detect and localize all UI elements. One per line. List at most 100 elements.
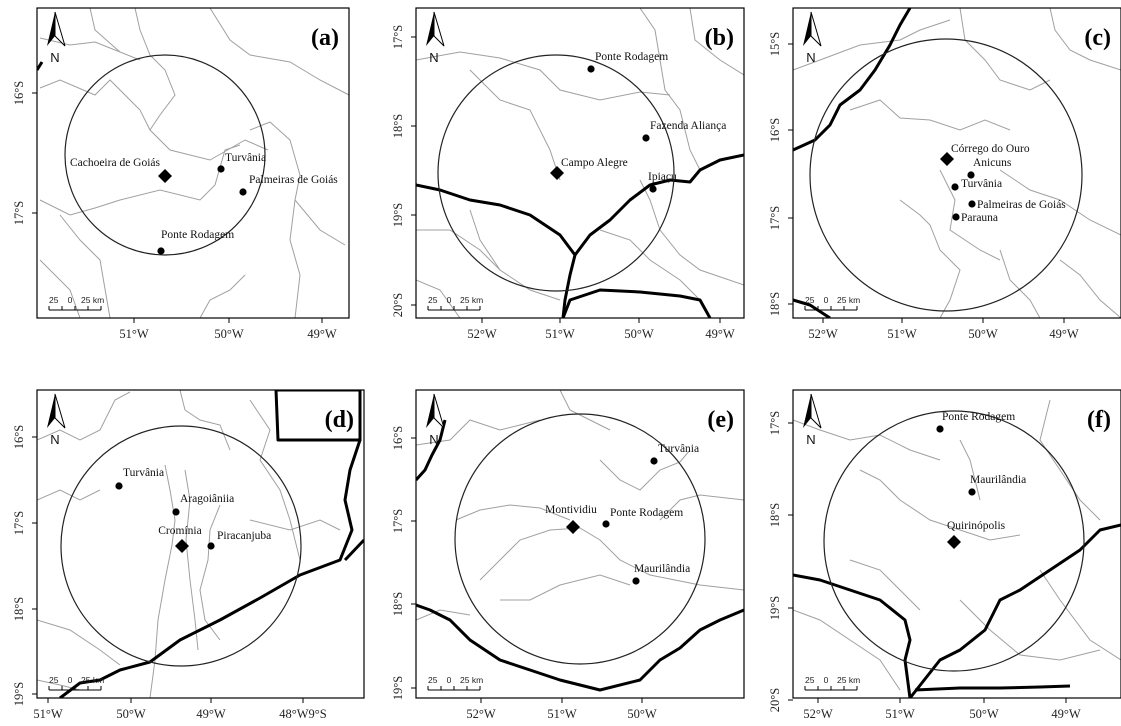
town-dot-marker (650, 457, 658, 465)
y-tick-label: 20°S (768, 688, 782, 712)
town-dot-marker (602, 520, 610, 528)
town-dot-marker (172, 508, 180, 516)
town-dot-marker (952, 213, 960, 221)
map-linework (793, 399, 1121, 698)
place-label: Piracanjuba (217, 530, 271, 542)
place-label: Ponte Rodagem (595, 51, 668, 63)
municipal-boundary (689, 8, 744, 76)
map-panel-c: 52°W 51°W 50°W 49°W 15°S 16°S 17°S 18°S N (c) 25 0 2… (768, 7, 1121, 341)
y-tick-label: 17°S (12, 201, 26, 225)
north-arrow-icon (426, 394, 434, 428)
town-dot-marker (968, 488, 976, 496)
panel-label: (b) (705, 25, 734, 51)
map-linework (416, 8, 744, 318)
radius-circle (60, 425, 302, 667)
x-tick-label: 52°W (803, 707, 832, 721)
municipal-boundary (639, 179, 744, 286)
municipal-boundary (793, 19, 951, 71)
scale-label: 25 km (837, 675, 860, 685)
municipal-boundary (559, 390, 611, 431)
panel-label: (a) (311, 25, 339, 51)
town-dot-marker (217, 165, 225, 173)
state-border (793, 573, 912, 698)
place-label: Fazenda Aliança (650, 120, 726, 132)
municipal-boundary (999, 169, 1121, 236)
municipal-boundary (39, 37, 141, 61)
x-tick-label: 50°W (116, 707, 145, 721)
municipal-boundary (249, 519, 341, 531)
state-border (416, 603, 744, 692)
municipal-boundary (37, 619, 121, 666)
x-tick-label: 48°W9°S (279, 707, 327, 721)
radius-circle (64, 54, 266, 256)
place-label: Quirinópolis (947, 520, 1006, 532)
town-dot-marker (239, 188, 247, 196)
y-tick-label: 20°S (391, 293, 405, 317)
municipal-boundary (849, 99, 1011, 131)
y-tick-label: 16°S (391, 426, 405, 450)
state-border (573, 153, 744, 256)
town-dot-marker (157, 247, 165, 255)
scale-label: 0 (824, 675, 829, 685)
x-tick-label: 51°W (119, 327, 148, 341)
state-border (908, 523, 1121, 698)
y-tick-label: 15°S (768, 32, 782, 56)
north-arrow-icon (433, 393, 445, 429)
map-background (793, 8, 1121, 318)
state-border (59, 439, 362, 698)
panel-label: (f) (1087, 407, 1111, 433)
place-label: Córrego do Ouro (951, 143, 1030, 155)
x-tick-label: 51°W (887, 327, 916, 341)
state-border (793, 298, 831, 318)
municipal-boundary (1039, 569, 1121, 661)
municipal-boundary (249, 399, 301, 561)
municipal-boundary (149, 464, 176, 698)
x-tick-label: 51°W (33, 707, 62, 721)
place-label: Anicuns (973, 157, 1012, 169)
panel-label: (e) (707, 407, 734, 433)
municipal-boundary (59, 214, 111, 318)
panel-label: (c) (1084, 25, 1111, 51)
x-tick-label: 51°W (545, 327, 574, 341)
municipal-boundary (416, 229, 561, 301)
municipal-boundary (639, 8, 701, 171)
municipal-boundary (199, 274, 246, 318)
x-tick-label: 49°W (1049, 327, 1078, 341)
municipal-boundary (39, 259, 81, 318)
town-dot-marker (936, 425, 944, 433)
station-diamond-marker (566, 520, 580, 534)
place-label: Cachoeira de Goiás (70, 157, 161, 169)
x-tick-label: 52°W (466, 707, 495, 721)
x-tick-label: 49°W (705, 327, 734, 341)
municipal-boundary (416, 609, 471, 621)
town-dot-marker (649, 185, 657, 193)
north-arrow-icon (433, 11, 445, 47)
place-label: Ponte Rodagem (161, 229, 234, 241)
municipal-boundary (659, 494, 744, 521)
radius-circle (437, 54, 675, 292)
municipal-boundary (469, 69, 561, 181)
station-diamond-marker (175, 539, 189, 553)
map-background (37, 390, 364, 698)
place-label: Ipiaçu (648, 171, 677, 183)
north-label: N (806, 432, 815, 447)
y-tick-label: 16°S (12, 425, 26, 449)
municipal-boundary (184, 469, 199, 651)
x-tick-label: 52°W (808, 327, 837, 341)
municipal-boundary (859, 469, 1021, 541)
municipal-boundary (209, 8, 349, 96)
place-label: Turvânia (225, 152, 266, 164)
y-tick-label: 17°S (768, 411, 782, 435)
y-tick-label: 18°S (391, 592, 405, 616)
map-linework (37, 390, 364, 698)
north-arrow-icon (803, 12, 811, 46)
map-panel-d: 51°W 50°W 49°W 48°W9°S 16°S 17°S 18°S 19°S N (d) 2… (12, 389, 365, 721)
place-label: Maurilândia (970, 474, 1026, 486)
north-arrow-icon (803, 394, 811, 428)
north-arrow-icon (426, 12, 434, 46)
scale-label: 25 (49, 295, 59, 305)
north-arrow-icon (810, 11, 822, 47)
map-panel-a: 51°W 50°W 49°W 16°S 17°S N (a) 25 0 25 km Cachoeir… (12, 7, 350, 341)
y-tick-label: 18°S (768, 503, 782, 527)
scale-label: 25 (49, 675, 59, 685)
